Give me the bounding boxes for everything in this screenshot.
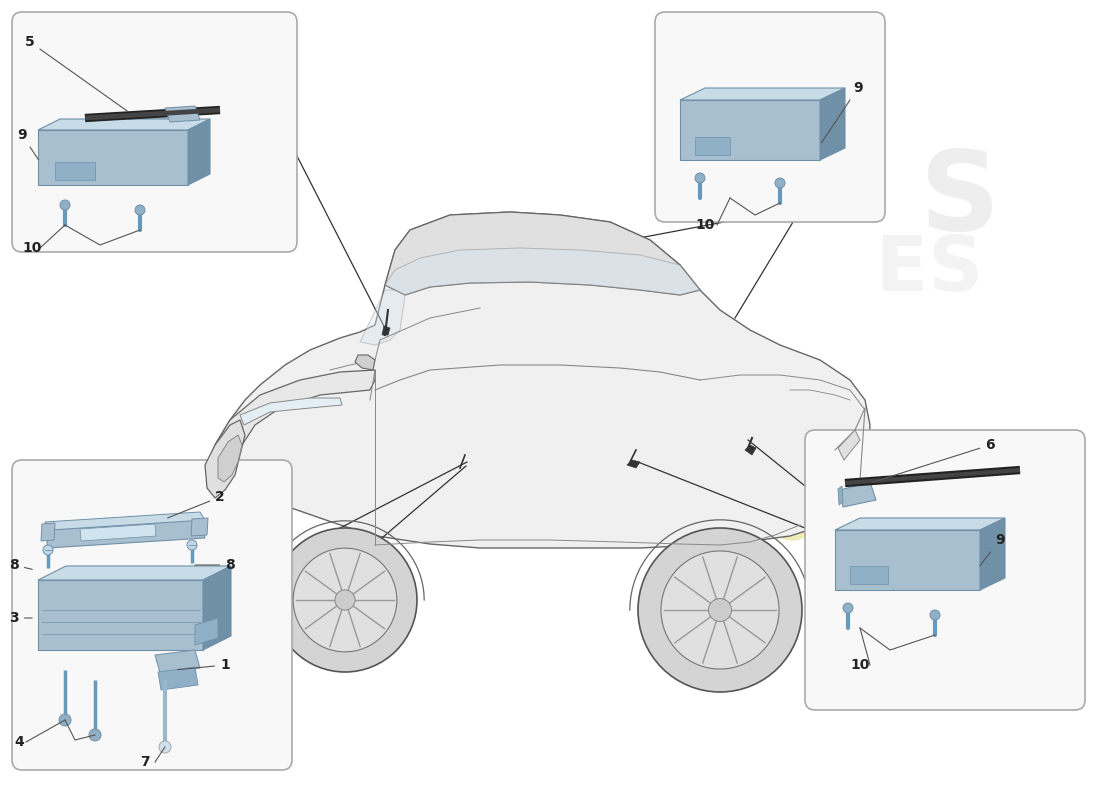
Polygon shape bbox=[382, 326, 390, 335]
Text: 3: 3 bbox=[9, 611, 32, 625]
Polygon shape bbox=[165, 106, 200, 122]
Polygon shape bbox=[39, 130, 188, 185]
Polygon shape bbox=[214, 370, 375, 500]
Text: 4: 4 bbox=[14, 735, 24, 749]
Polygon shape bbox=[355, 355, 375, 370]
Text: 8: 8 bbox=[9, 558, 32, 572]
Polygon shape bbox=[41, 523, 55, 541]
Circle shape bbox=[160, 741, 170, 753]
Circle shape bbox=[294, 548, 397, 652]
Circle shape bbox=[273, 528, 417, 672]
Text: 9: 9 bbox=[18, 128, 38, 160]
Text: 1: 1 bbox=[178, 658, 230, 672]
Circle shape bbox=[708, 598, 732, 622]
Polygon shape bbox=[820, 88, 845, 160]
Polygon shape bbox=[850, 566, 888, 584]
FancyBboxPatch shape bbox=[654, 12, 886, 222]
Text: 10: 10 bbox=[22, 241, 42, 255]
Text: 8: 8 bbox=[195, 558, 235, 572]
FancyBboxPatch shape bbox=[12, 460, 292, 770]
Polygon shape bbox=[188, 119, 210, 185]
FancyBboxPatch shape bbox=[12, 12, 297, 252]
Circle shape bbox=[43, 545, 53, 555]
Polygon shape bbox=[204, 566, 231, 650]
Text: 2: 2 bbox=[167, 490, 224, 518]
Polygon shape bbox=[680, 100, 820, 160]
Polygon shape bbox=[55, 162, 95, 180]
Polygon shape bbox=[840, 482, 876, 507]
Polygon shape bbox=[120, 110, 195, 133]
Circle shape bbox=[776, 178, 785, 188]
Polygon shape bbox=[39, 119, 210, 130]
Polygon shape bbox=[838, 430, 860, 460]
Polygon shape bbox=[80, 524, 156, 541]
Polygon shape bbox=[39, 566, 231, 580]
Circle shape bbox=[187, 540, 197, 550]
Text: 7: 7 bbox=[140, 755, 150, 769]
Polygon shape bbox=[835, 530, 980, 590]
Polygon shape bbox=[218, 435, 242, 482]
Polygon shape bbox=[385, 212, 700, 295]
Polygon shape bbox=[195, 618, 218, 645]
FancyBboxPatch shape bbox=[805, 430, 1085, 710]
Circle shape bbox=[89, 729, 101, 741]
Polygon shape bbox=[205, 420, 245, 498]
Polygon shape bbox=[240, 398, 342, 425]
Polygon shape bbox=[835, 518, 1005, 530]
Text: 6: 6 bbox=[872, 438, 994, 482]
Text: 9: 9 bbox=[822, 81, 862, 142]
Circle shape bbox=[135, 205, 145, 215]
Polygon shape bbox=[627, 460, 640, 468]
Text: 9: 9 bbox=[980, 533, 1004, 566]
Polygon shape bbox=[695, 137, 730, 155]
Circle shape bbox=[59, 714, 72, 726]
Polygon shape bbox=[45, 520, 205, 548]
Polygon shape bbox=[39, 580, 204, 650]
Circle shape bbox=[661, 551, 779, 669]
Polygon shape bbox=[200, 212, 870, 548]
Polygon shape bbox=[745, 445, 756, 455]
Text: 5: 5 bbox=[25, 35, 128, 111]
Circle shape bbox=[334, 590, 355, 610]
Circle shape bbox=[638, 528, 802, 692]
Polygon shape bbox=[838, 486, 843, 505]
Polygon shape bbox=[45, 512, 205, 530]
Text: 1985: 1985 bbox=[614, 436, 826, 564]
Circle shape bbox=[843, 603, 852, 613]
Polygon shape bbox=[155, 650, 200, 673]
Polygon shape bbox=[980, 518, 1005, 590]
Polygon shape bbox=[191, 518, 208, 536]
Text: 10: 10 bbox=[850, 658, 869, 672]
Circle shape bbox=[695, 173, 705, 183]
Circle shape bbox=[60, 200, 70, 210]
Text: passion for cars: passion for cars bbox=[406, 370, 674, 490]
Polygon shape bbox=[385, 248, 700, 295]
Polygon shape bbox=[158, 667, 198, 690]
Text: S: S bbox=[920, 146, 1000, 254]
Circle shape bbox=[930, 610, 940, 620]
Polygon shape bbox=[360, 290, 405, 345]
Polygon shape bbox=[680, 88, 845, 100]
Text: ES: ES bbox=[877, 233, 983, 307]
Text: 10: 10 bbox=[695, 218, 714, 232]
